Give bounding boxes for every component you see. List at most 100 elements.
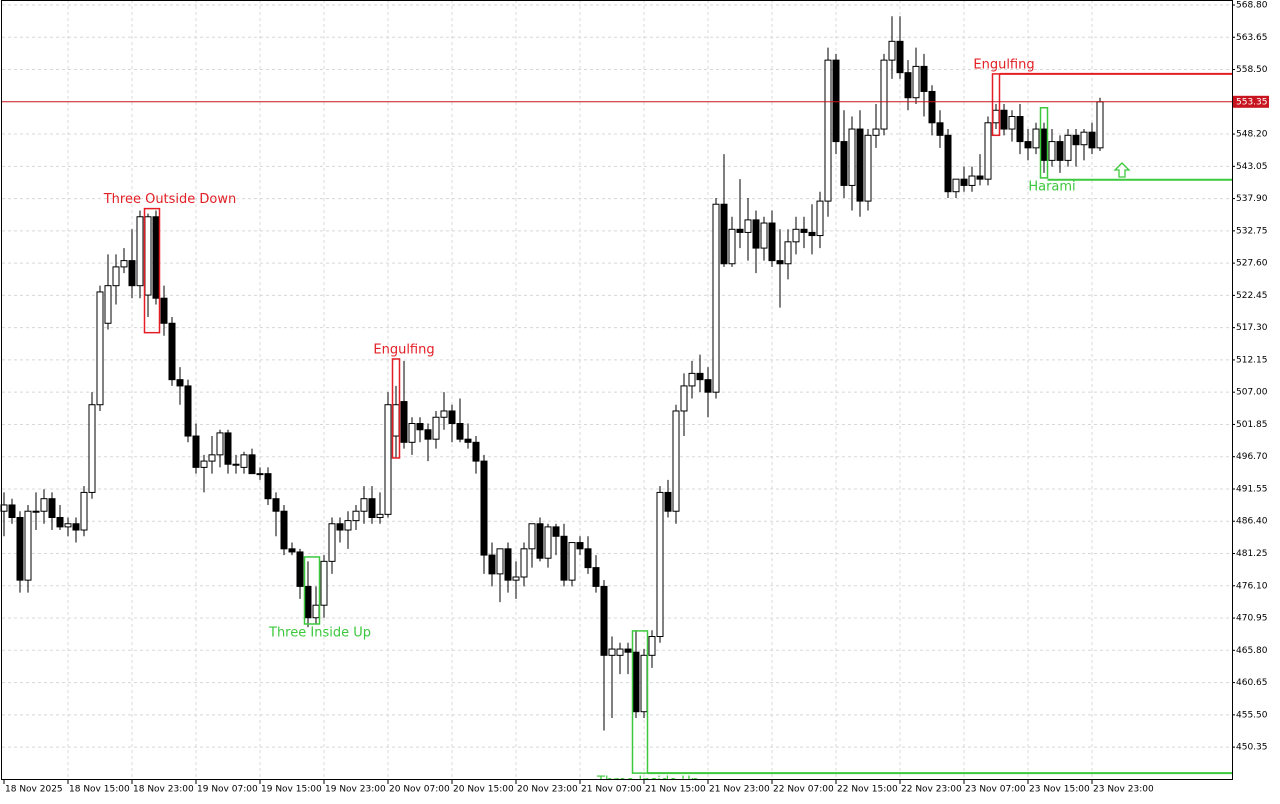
candle-body xyxy=(632,651,640,713)
candle-body xyxy=(304,585,312,619)
candle-body xyxy=(712,203,720,393)
candle-body xyxy=(1080,131,1088,146)
candle-body xyxy=(456,423,464,440)
candle-body xyxy=(912,65,920,99)
pattern-label: Harami xyxy=(1028,179,1075,194)
candle-body xyxy=(296,551,304,587)
y-tick-label: 527.60 xyxy=(1236,259,1268,269)
candle-body xyxy=(672,410,680,512)
candle-body xyxy=(544,526,552,559)
candle-body xyxy=(704,379,712,393)
candle-body xyxy=(112,266,120,287)
candle-body xyxy=(984,122,992,180)
candle-body xyxy=(48,498,56,518)
candle-body xyxy=(120,260,128,268)
x-tick-label: 23 Nov 07:00 xyxy=(965,785,1026,795)
y-tick-label: 532.75 xyxy=(1236,226,1268,236)
y-tick-label: 476.10 xyxy=(1236,581,1268,591)
candle-body xyxy=(928,90,936,124)
candle-body xyxy=(624,648,632,653)
x-tick-label: 19 Nov 07:00 xyxy=(197,785,258,795)
y-tick-label: 537.90 xyxy=(1236,194,1268,204)
candle-body xyxy=(1016,116,1024,143)
candle-body xyxy=(472,441,480,462)
y-tick-label: 522.45 xyxy=(1236,291,1268,301)
candle-body xyxy=(488,554,496,575)
candle-body xyxy=(720,203,728,265)
candle-body xyxy=(32,510,40,513)
candle-body xyxy=(760,222,768,249)
candle-body xyxy=(448,410,456,425)
candle-body xyxy=(728,228,736,265)
candle-body xyxy=(184,385,192,437)
candle-body xyxy=(536,523,544,559)
candle-body xyxy=(144,216,152,296)
candle-body xyxy=(464,438,472,443)
signal-arrow xyxy=(1113,162,1131,178)
candle-body xyxy=(264,473,272,500)
candle-body xyxy=(848,128,856,186)
candle-body xyxy=(336,523,344,531)
pattern-label: Three Outside Down xyxy=(103,192,237,207)
candle-body xyxy=(1056,141,1064,161)
candle-body xyxy=(424,429,432,440)
candle-body xyxy=(576,542,584,550)
candle-body xyxy=(496,548,504,575)
candle-body xyxy=(480,460,488,556)
x-tick-label: 19 Nov 15:00 xyxy=(261,785,322,795)
candle-body xyxy=(352,510,360,522)
candle-body xyxy=(856,128,864,202)
candle-body xyxy=(800,228,808,233)
x-tick-label: 19 Nov 23:00 xyxy=(325,785,386,795)
y-tick-label: 460.65 xyxy=(1236,678,1268,688)
candle-body xyxy=(968,175,976,186)
candle-body xyxy=(408,423,416,443)
candle-body xyxy=(568,542,576,581)
candle-body xyxy=(1024,141,1032,149)
y-tick-label: 465.80 xyxy=(1236,646,1268,656)
pattern-box xyxy=(991,73,1001,137)
x-tick-label: 21 Nov 15:00 xyxy=(645,785,706,795)
candle-body xyxy=(176,379,184,387)
candle-body xyxy=(280,510,288,550)
candle-body xyxy=(208,454,216,462)
candle-body xyxy=(376,513,384,518)
pattern-box xyxy=(143,207,161,334)
pattern-box xyxy=(1039,106,1049,179)
candle-body xyxy=(512,576,520,581)
candle-body xyxy=(752,219,760,249)
y-tick-label: 548.20 xyxy=(1236,130,1268,140)
y-tick-label: 563.65 xyxy=(1236,33,1268,43)
candle-body xyxy=(240,454,248,468)
candle-body xyxy=(192,435,200,468)
candle-body xyxy=(872,128,880,136)
candle-body xyxy=(584,548,592,569)
candle-body xyxy=(768,222,776,262)
candle-body xyxy=(368,498,376,518)
x-tick-label: 18 Nov 2025 xyxy=(5,785,63,795)
candle-body xyxy=(440,410,448,418)
plot-area: Three Outside Down Three Inside Up Engulfi… xyxy=(0,0,1232,780)
candle-body xyxy=(160,297,168,324)
x-tick-label: 20 Nov 23:00 xyxy=(517,785,578,795)
x-tick-label: 23 Nov 15:00 xyxy=(1029,785,1090,795)
y-tick-label: 517.30 xyxy=(1236,323,1268,333)
candle-body xyxy=(816,200,824,237)
candle-body xyxy=(832,59,840,143)
candle-body xyxy=(824,59,832,202)
x-tick-label: 21 Nov 23:00 xyxy=(709,785,770,795)
x-tick-label: 22 Nov 23:00 xyxy=(901,785,962,795)
candle-body xyxy=(1040,128,1048,161)
candle-body xyxy=(272,498,280,512)
candle-body xyxy=(328,523,336,562)
y-tick-label: 481.25 xyxy=(1236,549,1268,559)
candle-body xyxy=(552,526,560,537)
y-tick-label: 470.95 xyxy=(1236,614,1268,624)
candle-body xyxy=(1088,131,1096,149)
pattern-label: Engulfing xyxy=(973,57,1034,72)
candle-body xyxy=(560,535,568,581)
candle-body xyxy=(232,463,240,466)
candle-body xyxy=(920,65,928,92)
candle-body xyxy=(56,516,64,528)
